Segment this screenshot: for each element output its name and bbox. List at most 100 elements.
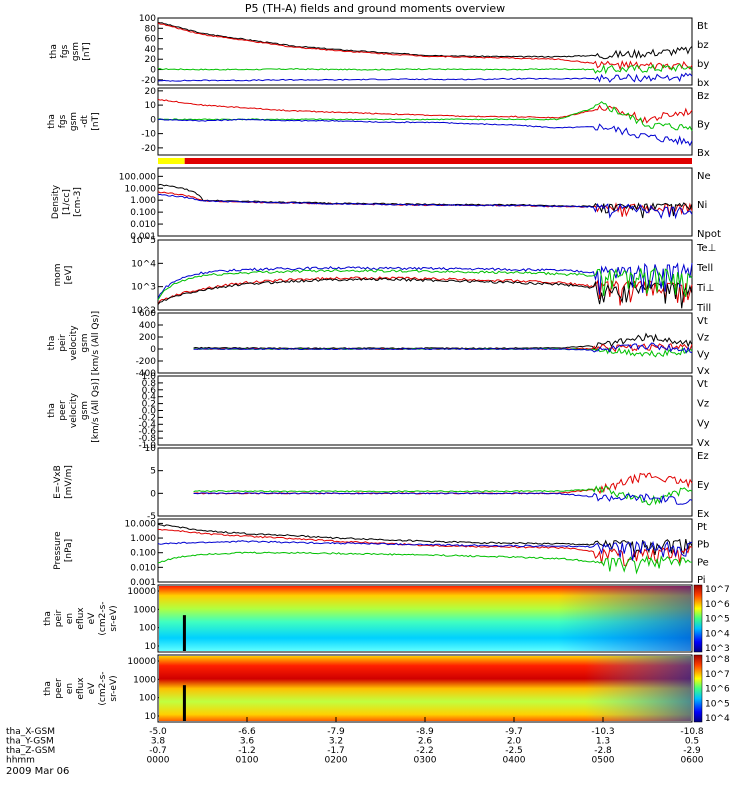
legend-Ex: Ex [697, 509, 709, 520]
y-axis-label: tha [47, 403, 57, 418]
axis-row-label: tha_Z-GSM [6, 746, 55, 756]
panel-frame [157, 239, 693, 311]
legend-Tell: Tell [696, 263, 713, 274]
axis-row-value: 3.8 [151, 737, 166, 747]
y-axis-label: tha [47, 114, 57, 129]
panel-pressure [157, 518, 693, 583]
y-axis-label: [eV] [64, 266, 74, 285]
y-axis-label: eflux [76, 677, 86, 700]
legend-Pt: Pt [697, 522, 707, 533]
colorbar-tick-label: 10^5 [705, 615, 730, 625]
panel-frame [157, 447, 693, 517]
y-tick-label: 400 [139, 321, 156, 331]
series-Npot [157, 193, 693, 220]
y-axis-label: tha [47, 336, 57, 351]
y-axis-label: (cm2-s- [98, 601, 108, 635]
legend-Ne: Ne [697, 171, 711, 182]
y-axis-label: -dt [80, 115, 90, 128]
y-tick-label: -0.2 [138, 413, 156, 423]
y-axis-label: eV [87, 682, 97, 695]
legend-Ni: Ni [697, 200, 707, 211]
y-axis-label: peer [54, 678, 64, 699]
y-axis-label: E=-VxB [53, 465, 63, 499]
series-Vx [193, 342, 693, 354]
y-tick-label: -5 [147, 512, 156, 522]
panel-frame [157, 312, 693, 374]
axis-row-value: 0.5 [685, 737, 699, 747]
axis-row-value: 0400 [503, 756, 526, 766]
y-axis-label: [km/s (All Qs)] [91, 311, 101, 375]
y-axis-label: gsm [71, 42, 81, 61]
y-tick-label: -0.8 [138, 434, 156, 444]
panel-e_field [157, 447, 693, 517]
legend-Pi: Pi [697, 575, 706, 586]
legend-Ez: Ez [697, 451, 709, 462]
legend-Till: Till [696, 303, 711, 314]
axis-row-value: 0200 [325, 756, 348, 766]
mode-bar-slow [158, 158, 185, 164]
y-tick-label: 5 [150, 467, 156, 477]
series-Pe [157, 551, 693, 575]
axis-row-value: -10.3 [591, 727, 614, 737]
y-tick-label: -0.6 [138, 427, 156, 437]
y-axis-label: tha [49, 44, 59, 59]
series-Bt [157, 21, 693, 60]
y-tick-label: 0 [150, 345, 156, 355]
series-bx [157, 72, 693, 83]
axis-row-value: 0000 [147, 756, 170, 766]
legend-Ti⊥: Ti⊥ [696, 283, 714, 294]
y-axis-label: [1/cc] [62, 189, 72, 215]
y-axis-label: en [65, 613, 75, 624]
y-tick-label: 600 [139, 309, 156, 319]
panel-frame [157, 167, 693, 237]
panel-peer_velocity [157, 375, 693, 446]
y-axis-label: Density [51, 184, 61, 219]
series-Bz [157, 98, 693, 124]
y-axis-label: fgs [58, 114, 68, 128]
axis-row-value: 2.6 [418, 737, 433, 747]
axis-row-value: -2.2 [416, 746, 434, 756]
legend-Pb: Pb [697, 540, 709, 551]
axis-row-value: 0500 [592, 756, 615, 766]
spectrogram-overlay [159, 656, 691, 721]
legend-Vx: Vx [697, 438, 710, 449]
y-axis-label: peir [58, 334, 68, 352]
legend-Bz: Bz [697, 91, 709, 102]
y-tick-label: 80 [145, 24, 157, 34]
y-tick-label: 1.000 [130, 534, 156, 544]
axis-row-value: 0100 [236, 756, 259, 766]
y-tick-label: 1000 [133, 675, 156, 685]
y-axis-label: [cm-3] [73, 187, 83, 217]
axis-row-value: -8.9 [416, 727, 434, 737]
legend-Npot: Npot [697, 229, 721, 240]
series-Till [157, 267, 693, 301]
legend-By: By [697, 120, 710, 131]
series-Vy [193, 346, 693, 358]
y-axis-label: [nT] [91, 112, 101, 130]
legend-Ey: Ey [697, 480, 709, 491]
y-tick-label: 0.4 [142, 393, 157, 403]
y-tick-label: 10 [145, 712, 157, 722]
axis-row-value: -0.7 [149, 746, 167, 756]
data-gap [182, 615, 186, 651]
legend-by: by [697, 59, 709, 70]
y-tick-label: 0.010 [130, 220, 156, 230]
legend-Vz: Vz [697, 333, 709, 344]
axis-row-value: -1.2 [238, 746, 256, 756]
series-Ti⊥ [157, 262, 693, 299]
y-axis-label: peir [54, 609, 64, 627]
colorbar-tick-label: 10^8 [705, 655, 730, 665]
y-tick-label: 0 [150, 115, 156, 125]
y-tick-label: 0.0 [142, 407, 157, 417]
y-tick-label: -20 [141, 144, 156, 154]
y-axis-label: gsm [80, 333, 90, 352]
panel-frame [157, 375, 693, 446]
y-axis-label: [km/s (All Qs)] [91, 378, 101, 442]
y-tick-label: 0.6 [142, 386, 157, 396]
legend-Vt: Vt [697, 316, 708, 327]
y-tick-label: 10^5 [131, 236, 156, 246]
series-Te⊥ [157, 276, 693, 306]
panel-frame [157, 17, 693, 86]
panel-fgs_gsm [157, 17, 693, 86]
